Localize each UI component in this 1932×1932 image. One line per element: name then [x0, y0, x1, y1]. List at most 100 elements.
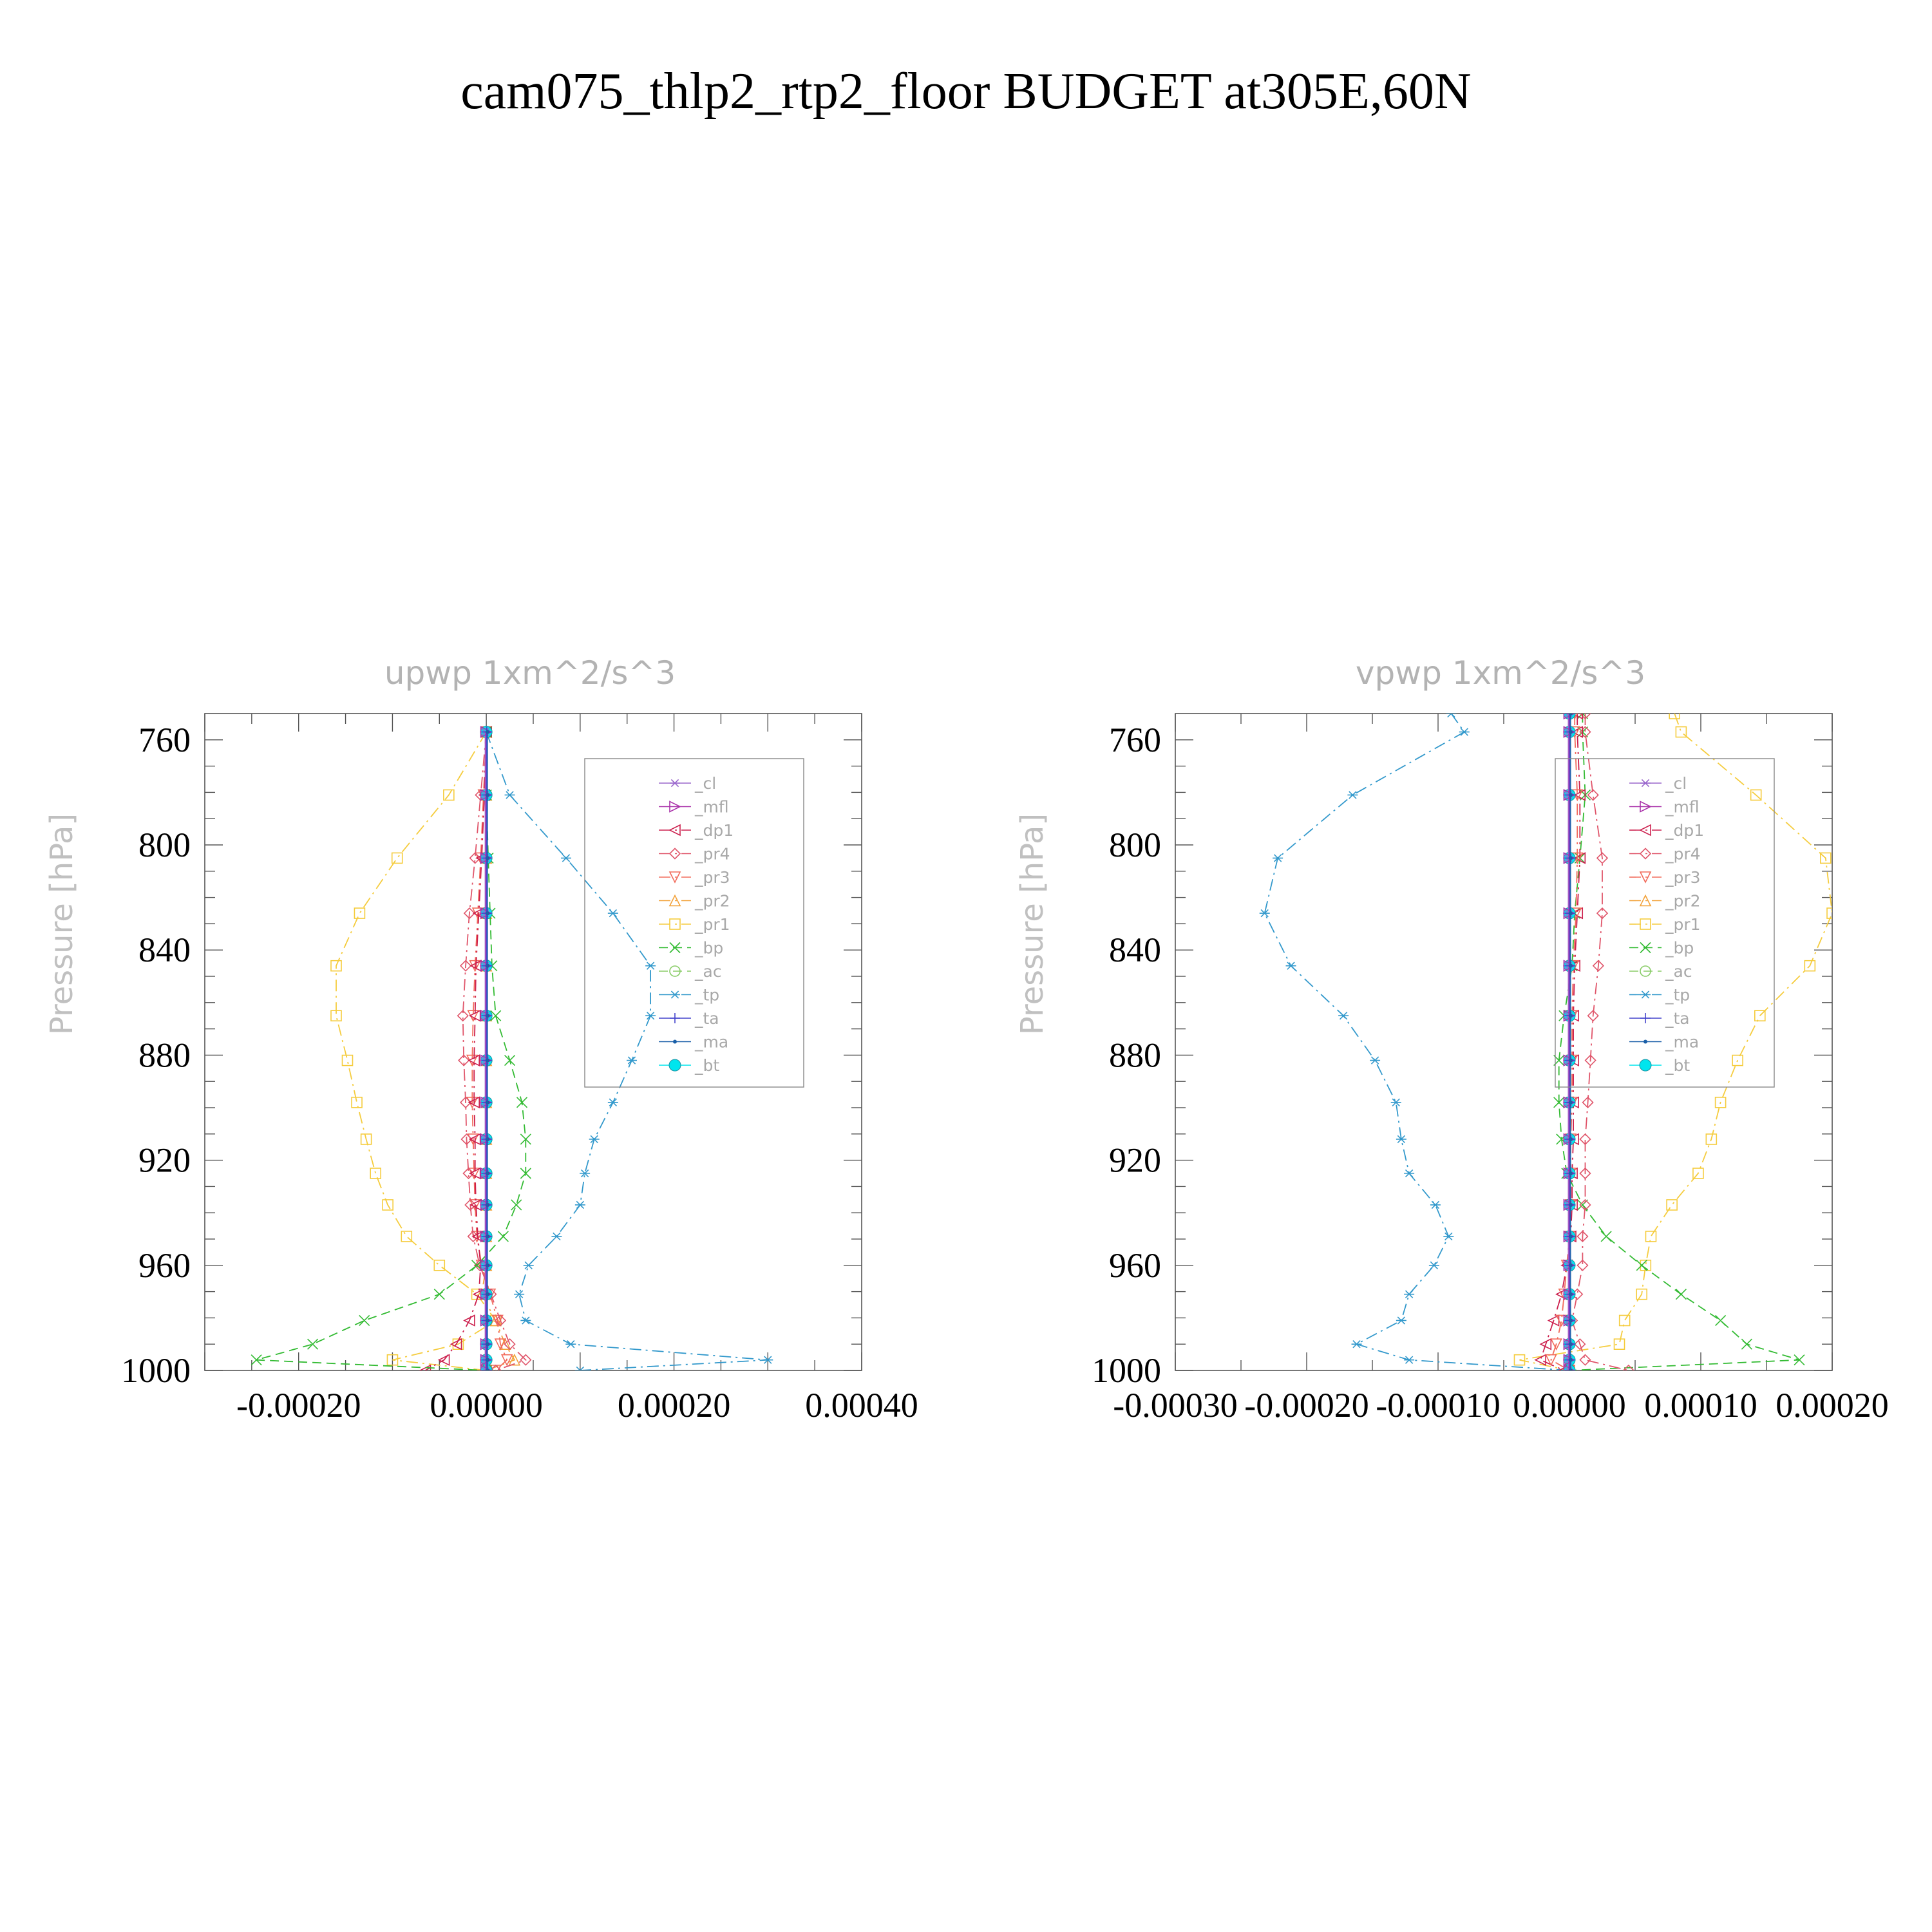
- series-point_dp1: [1573, 852, 1586, 864]
- series-point_pr1: [401, 1231, 413, 1242]
- legend-label: _tp: [1665, 986, 1690, 1005]
- plot-frame: [204, 713, 862, 1371]
- series-point_bp: [1741, 1338, 1752, 1350]
- series-point_pr1: [1754, 1010, 1766, 1021]
- series-point_mfl: [480, 1364, 493, 1370]
- legend-label: _cl: [694, 774, 716, 793]
- series-point_ma: [1568, 1202, 1573, 1207]
- series-point_mfl: [1563, 960, 1576, 972]
- series-line_dp1: [424, 732, 487, 1370]
- series-point_ma: [1568, 963, 1573, 968]
- series-point_tp: [1404, 1290, 1415, 1298]
- legend-label: _mfl: [1665, 798, 1700, 817]
- series-point_pr1: [386, 1354, 399, 1366]
- series-point_dp1: [1539, 1338, 1552, 1350]
- legend-label: _ta: [694, 1009, 719, 1028]
- series-point_tp: [1404, 1169, 1415, 1178]
- series-point_pr4: [1587, 1010, 1599, 1022]
- x-tick-label: 0.00040: [805, 1386, 918, 1425]
- series-point_pr2: [508, 1353, 521, 1366]
- series-point_pr4: [1587, 789, 1599, 801]
- panel-title-upwp: upwp 1xm^2/s^3: [384, 654, 676, 692]
- series-point_ma: [1568, 730, 1573, 734]
- series-point_pr3: [1545, 1354, 1557, 1367]
- series-line_pr1: [1519, 714, 1832, 1370]
- series-point_pr1: [1513, 1354, 1526, 1366]
- series-point_mfl: [1563, 726, 1576, 738]
- legend-marker: [1643, 1039, 1647, 1044]
- x-tick-label: 0.00000: [1513, 1386, 1626, 1425]
- series-point_bp: [1715, 1314, 1727, 1327]
- series-point_tp: [561, 854, 571, 862]
- series-point_pr1: [370, 1168, 382, 1179]
- legend-label: _pr4: [694, 845, 730, 864]
- y-axis-label-vpwp: Pressure [hPa]: [1014, 813, 1050, 1035]
- series-point_pr4: [1622, 1364, 1634, 1370]
- series-point_mfl: [1563, 852, 1576, 864]
- legend-label: _pr1: [1665, 915, 1701, 934]
- series-point_dp1: [1573, 789, 1586, 801]
- series-point_ta: [1564, 1365, 1575, 1370]
- y-tick-label: 840: [138, 931, 191, 969]
- legend-marker: [668, 824, 681, 837]
- series-point_ma: [1568, 1368, 1573, 1370]
- series-point_pr4: [459, 1096, 472, 1108]
- series-point_mfl: [480, 852, 493, 864]
- series-point_bp: [511, 1199, 522, 1211]
- legend-marker: [668, 894, 681, 907]
- legend-marker: [1640, 942, 1651, 954]
- series-point_mfl: [480, 1288, 493, 1300]
- series-point_bp: [307, 1338, 319, 1350]
- series-line_bp: [256, 732, 527, 1370]
- series-point_mfl: [480, 726, 493, 738]
- legend-marker: [1640, 965, 1651, 977]
- y-tick-label: 760: [1109, 721, 1161, 759]
- series-point_mfl: [1563, 1259, 1576, 1272]
- series-point_tp: [1273, 854, 1283, 862]
- series-point_ma: [485, 1014, 489, 1018]
- series-point_tp: [523, 1261, 534, 1269]
- chart-panel-upwp: upwp 1xm^2/s^3 Pressure [hPa] 760 800 840 8…: [44, 654, 918, 1425]
- series-point_pr4: [504, 1338, 516, 1350]
- legend-label: _pr2: [694, 892, 730, 911]
- series-point_pr4: [1579, 726, 1591, 738]
- x-tick-label: -0.00020: [236, 1386, 361, 1425]
- series-point_pr3: [500, 1354, 513, 1367]
- series-point_mfl: [480, 1314, 493, 1327]
- legend-label: _mfl: [694, 798, 729, 817]
- series-point_bp: [1794, 1354, 1805, 1366]
- x-tick-label: -0.00010: [1376, 1386, 1500, 1425]
- series-point_mfl: [1563, 1354, 1576, 1366]
- series-point_pr4: [1596, 907, 1609, 920]
- legend: _cl _mfl _dp1 _pr4 _pr3 _pr2 _pr1 _bp _ac _tp _ta _…: [584, 758, 804, 1088]
- series-point_tp: [1390, 1098, 1401, 1107]
- series-point_pr1: [443, 789, 455, 801]
- series-point_dp1: [468, 1054, 480, 1066]
- series-point_dp1: [419, 1364, 431, 1370]
- series-line_tp: [486, 732, 768, 1370]
- series-point_pr1: [1618, 1314, 1631, 1327]
- series-point_tp: [1446, 714, 1457, 718]
- series-point_bp: [520, 1133, 531, 1145]
- series-point_tp: [607, 1098, 618, 1107]
- legend-marker: [670, 779, 680, 788]
- series-point_tp: [1347, 791, 1358, 799]
- series-point_mfl: [480, 1230, 493, 1243]
- series-point_tp: [1338, 1012, 1349, 1020]
- series-point_pr1: [330, 1010, 342, 1021]
- series-point_pr3: [1550, 1338, 1562, 1350]
- x-tick-label: -0.00020: [1244, 1386, 1368, 1425]
- series-point_mfl: [480, 1354, 493, 1366]
- series-point_mfl: [1563, 1364, 1576, 1370]
- series-point_bp: [433, 1289, 445, 1300]
- series-point_ma: [485, 1234, 489, 1238]
- y-tick-label: 920: [138, 1141, 191, 1180]
- series-point_pr3: [494, 1338, 507, 1350]
- series-point_tp: [514, 1290, 525, 1298]
- legend-marker: [668, 871, 681, 884]
- series-point_ma: [485, 1318, 489, 1323]
- legend-label: _pr2: [1665, 892, 1701, 911]
- legend-label: _pr3: [1665, 868, 1701, 887]
- x-tick-label: 0.00010: [1644, 1386, 1757, 1425]
